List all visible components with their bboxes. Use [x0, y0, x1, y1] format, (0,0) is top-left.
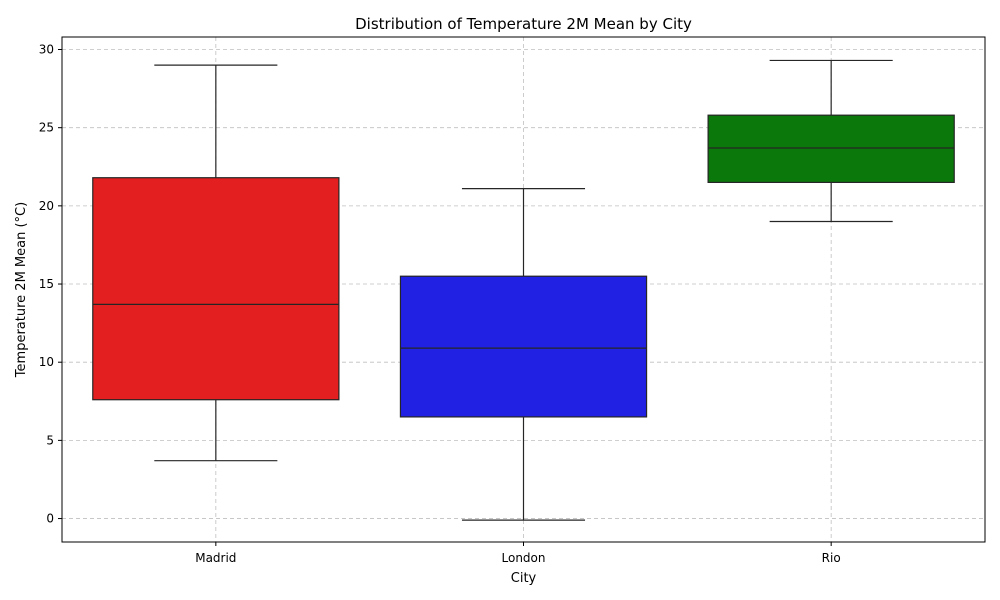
y-tick-label: 15: [39, 277, 54, 291]
y-axis-label: Temperature 2M Mean (°C): [14, 202, 29, 378]
x-tick-label: Madrid: [195, 551, 236, 565]
box-london: [399, 188, 648, 521]
y-tick-label: 20: [39, 199, 54, 213]
iqr-box: [92, 177, 340, 401]
box-rio: [707, 59, 955, 223]
y-axis-ticks: 0 5 10 15 20 25 30: [39, 43, 62, 526]
y-tick-label: 25: [39, 121, 54, 135]
x-axis-label: City: [511, 571, 537, 586]
y-tick-label: 10: [39, 355, 54, 369]
x-tick-label: London: [502, 551, 546, 565]
x-axis-ticks: Madrid London Rio: [195, 542, 841, 565]
iqr-box: [399, 275, 648, 418]
chart-title: Distribution of Temperature 2M Mean by C…: [355, 15, 692, 33]
y-tick-label: 30: [39, 43, 54, 57]
boxes-group: [92, 59, 955, 521]
y-tick-label: 5: [46, 433, 54, 447]
y-tick-label: 0: [46, 512, 54, 526]
box-madrid: [92, 64, 340, 462]
x-tick-label: Rio: [822, 551, 841, 565]
iqr-box: [707, 114, 955, 184]
